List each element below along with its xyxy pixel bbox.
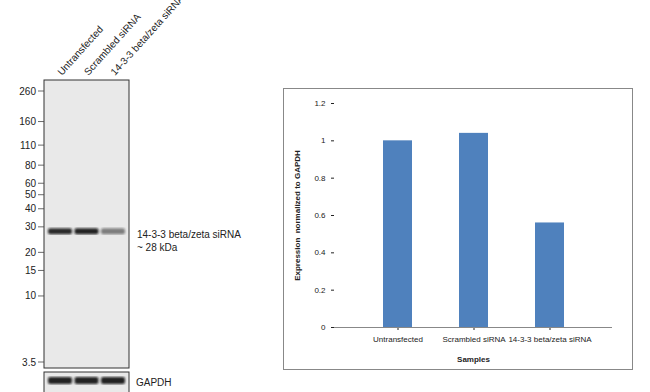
svg-text:40: 40 xyxy=(25,203,37,214)
svg-text:3.5: 3.5 xyxy=(22,357,36,368)
svg-text:14-3-3 beta/zeta siRNA: 14-3-3 beta/zeta siRNA xyxy=(508,335,592,344)
svg-text:Scrambled siRNA: Scrambled siRNA xyxy=(81,11,143,78)
svg-text:10: 10 xyxy=(25,290,37,301)
svg-text:Expression normalized to GAPD: Expression normalized to GAPDH xyxy=(293,150,302,281)
svg-text:14-3-3 beta/zeta siRNA: 14-3-3 beta/zeta siRNA xyxy=(108,0,186,77)
svg-text:15: 15 xyxy=(25,265,37,276)
svg-text:50: 50 xyxy=(25,189,37,200)
svg-text:Untransfected: Untransfected xyxy=(373,335,423,344)
svg-text:14-3-3 beta/zeta siRNA: 14-3-3 beta/zeta siRNA xyxy=(137,229,241,240)
svg-text:1: 1 xyxy=(321,136,326,145)
svg-text:0.4: 0.4 xyxy=(314,248,326,257)
svg-text:30: 30 xyxy=(25,221,37,232)
svg-text:~ 28 kDa: ~ 28 kDa xyxy=(137,242,178,253)
svg-text:260: 260 xyxy=(19,86,36,97)
svg-text:110: 110 xyxy=(20,140,36,151)
svg-text:Untransfected: Untransfected xyxy=(55,24,105,78)
svg-text:GAPDH: GAPDH xyxy=(136,377,172,388)
svg-text:80: 80 xyxy=(25,160,37,171)
svg-text:0.2: 0.2 xyxy=(314,286,326,295)
svg-text:0: 0 xyxy=(321,323,326,332)
svg-text:20: 20 xyxy=(25,247,37,258)
svg-text:Scrambled siRNA: Scrambled siRNA xyxy=(442,335,506,344)
svg-text:0.8: 0.8 xyxy=(314,174,326,183)
svg-text:60: 60 xyxy=(25,178,37,189)
svg-text:0.6: 0.6 xyxy=(314,211,326,220)
svg-text:1.2: 1.2 xyxy=(314,99,326,108)
svg-text:160: 160 xyxy=(19,116,36,127)
svg-text:Samples: Samples xyxy=(457,355,490,364)
